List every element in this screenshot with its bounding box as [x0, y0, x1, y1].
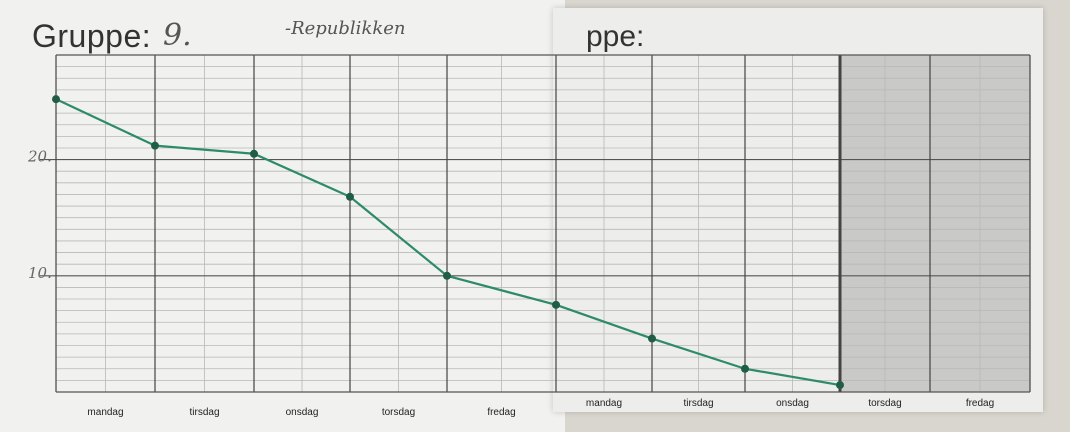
- x-tick-label: torsdag: [868, 398, 901, 409]
- x-tick-label: onsdag: [286, 407, 319, 418]
- group-label-partial: ppe:: [586, 20, 645, 53]
- x-tick-label: mandag: [87, 407, 123, 418]
- x-tick-label: fredag: [487, 407, 515, 418]
- left-chart-sheet: [0, 0, 565, 432]
- data-point: [443, 271, 451, 280]
- data-point: [552, 300, 560, 309]
- data-point: [346, 192, 354, 201]
- x-tick-label: torsdag: [382, 407, 415, 418]
- x-tick-label: onsdag: [776, 398, 809, 409]
- data-point: [741, 364, 749, 373]
- shaded-region: [840, 55, 1030, 392]
- x-tick-label: tirsdag: [683, 398, 713, 409]
- group-name: -Republikken: [285, 18, 406, 39]
- group-label: Gruppe:: [32, 18, 152, 54]
- x-tick-label: fredag: [966, 398, 994, 409]
- data-point: [836, 381, 844, 390]
- y-tick-label: 20.: [27, 148, 52, 166]
- group-number: 9.: [163, 18, 192, 53]
- y-tick-label: 10.: [28, 264, 52, 282]
- data-point: [52, 95, 60, 104]
- data-point: [648, 334, 656, 343]
- data-point: [151, 141, 159, 150]
- x-tick-label: mandag: [586, 398, 622, 409]
- data-point: [250, 149, 258, 158]
- x-tick-label: tirsdag: [189, 407, 219, 418]
- series-line: [55, 98, 841, 387]
